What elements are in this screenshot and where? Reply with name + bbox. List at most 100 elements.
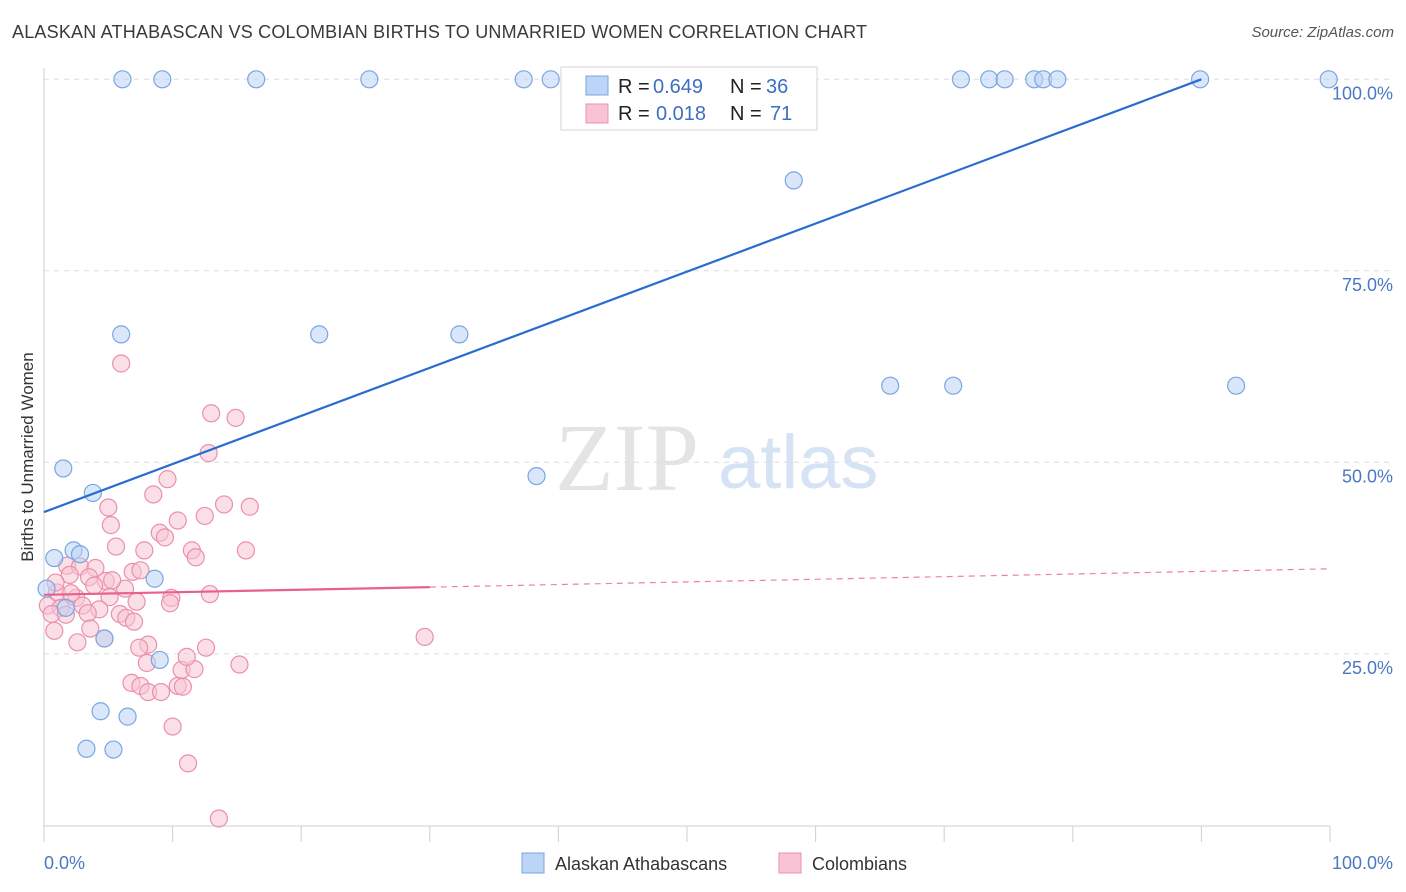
colombians-point-63 (178, 754, 198, 773)
alaskan-athabascans-point-16 (310, 325, 329, 344)
colombians-point-67 (85, 576, 104, 595)
colombians-point-18 (186, 548, 205, 567)
chart-title: ALASKAN ATHABASCAN VS COLOMBIAN BIRTHS T… (12, 22, 868, 42)
colombians-point-11 (101, 516, 120, 535)
colombians-point-55 (230, 655, 249, 674)
alaskan-athabascans-point-7 (980, 70, 999, 89)
legend-r-value-2: 0.018 (656, 103, 706, 125)
colombians-point-70 (177, 647, 196, 666)
colombians-point-45 (81, 619, 100, 638)
colombians-point-4 (158, 470, 177, 489)
colombians-point-44 (45, 621, 64, 640)
legend-swatch-blue (585, 75, 609, 96)
alaskan-athabascans-point-18 (881, 376, 900, 395)
trend-line-alaskan-athabascans (43, 78, 1202, 514)
axes (43, 68, 1330, 827)
x-tick-label-min: 0.0% (44, 853, 85, 873)
colombians-point-0 (112, 354, 131, 373)
y-tick-label-75: 75.0% (1342, 275, 1393, 295)
colombians-point-23 (131, 561, 150, 580)
alaskan-athabascans-points (37, 70, 1338, 759)
colombians-point-42 (160, 594, 180, 613)
alaskan-athabascans-point-28 (145, 569, 164, 588)
alaskan-athabascans-point-4 (514, 70, 533, 89)
legend-n-value-2: 71 (770, 103, 792, 125)
colombians-point-64 (209, 809, 228, 828)
trend-line-colombians (43, 586, 430, 596)
colombians-point-51 (415, 627, 434, 647)
alaskan-athabascans-point-17 (450, 325, 469, 344)
colombians-point-14 (106, 537, 126, 556)
y-tick-label-50: 50.0% (1342, 466, 1393, 486)
colombians-point-62 (163, 717, 182, 736)
colombians-point-31 (127, 592, 146, 611)
colombians-point-13 (155, 528, 174, 547)
alaskan-athabascans-point-25 (45, 548, 64, 568)
alaskan-athabascans-point-31 (150, 650, 169, 670)
alaskan-athabascans-point-15 (112, 325, 131, 344)
alaskan-athabascans-point-1 (153, 70, 172, 89)
colombians-point-15 (135, 541, 154, 560)
series-legend-swatch-pink (778, 852, 802, 874)
alaskan-athabascans-point-13 (1319, 70, 1338, 89)
alaskan-athabascans-point-35 (104, 740, 123, 759)
legend-r-label-1: R = (618, 76, 650, 98)
colombians-point-9 (168, 511, 187, 530)
alaskan-athabascans-point-23 (527, 466, 546, 486)
colombians-point-10 (195, 506, 214, 526)
alaskan-athabascans-point-14 (784, 171, 803, 190)
alaskan-athabascans-point-3 (360, 70, 379, 89)
colombians-point-8 (240, 497, 259, 516)
alaskan-athabascans-point-21 (54, 459, 73, 478)
alaskan-athabascans-point-30 (95, 629, 114, 648)
colombians-point-50 (196, 638, 216, 657)
series-legend-label-blue: Alaskan Athabascans (555, 854, 727, 874)
alaskan-athabascans-point-2 (247, 70, 266, 89)
colombians-point-49 (130, 638, 149, 657)
colombians-point-7 (214, 495, 234, 514)
trend-lines (43, 78, 1331, 596)
legend-n-label-2: N = (730, 103, 762, 125)
legend-r-label-2: R = (618, 103, 650, 125)
colombians-point-33 (200, 584, 219, 604)
colombians-point-2 (226, 408, 245, 427)
legend-n-label-1: N = (730, 76, 762, 98)
x-tick-label-max: 100.0% (1332, 853, 1393, 873)
alaskan-athabascans-point-24 (37, 579, 56, 598)
series-legend: Alaskan Athabascans Colombians (521, 852, 907, 874)
series-legend-label-pink: Colombians (812, 854, 907, 874)
colombians-point-69 (124, 612, 144, 631)
alaskan-athabascans-point-8 (995, 70, 1014, 89)
alaskan-athabascans-point-0 (113, 70, 132, 89)
alaskan-athabascans-point-34 (77, 739, 96, 758)
alaskan-athabascans-point-29 (56, 598, 75, 617)
y-tick-label-100: 100.0% (1332, 83, 1393, 103)
source-label: Source: ZipAtlas.com (1251, 24, 1394, 41)
legend-swatch-pink (585, 103, 609, 124)
colombians-point-61 (173, 677, 192, 696)
colombians-point-24 (60, 565, 79, 585)
colombians-point-17 (236, 541, 256, 560)
legend-n-value-1: 36 (766, 76, 788, 98)
colombians-point-47 (68, 633, 87, 652)
colombians-point-5 (144, 485, 163, 504)
series-legend-swatch-blue (521, 852, 545, 874)
trend-line-colombians-extension (429, 568, 1331, 588)
colombians-point-40 (78, 604, 97, 623)
legend-r-value-1: 0.649 (653, 76, 703, 98)
y-tick-labels: 25.0% 50.0% 75.0% 100.0% (1332, 83, 1393, 678)
y-tick-label-25: 25.0% (1342, 658, 1393, 678)
alaskan-athabascans-point-20 (1227, 376, 1246, 395)
alaskan-athabascans-point-32 (91, 702, 110, 721)
stats-legend: R = 0.649 N = 36 R = 0.018 N = 71 (560, 66, 818, 131)
alaskan-athabascans-point-33 (118, 707, 137, 726)
alaskan-athabascans-point-19 (944, 376, 963, 395)
y-axis-label: Births to Unmarried Women (18, 352, 37, 561)
colombians-point-6 (99, 498, 118, 517)
watermark-zip: ZIP (555, 404, 699, 511)
alaskan-athabascans-point-27 (70, 545, 90, 564)
alaskan-athabascans-point-11 (1048, 70, 1067, 89)
colombians-point-59 (151, 682, 171, 702)
colombians-point-1 (202, 404, 221, 423)
